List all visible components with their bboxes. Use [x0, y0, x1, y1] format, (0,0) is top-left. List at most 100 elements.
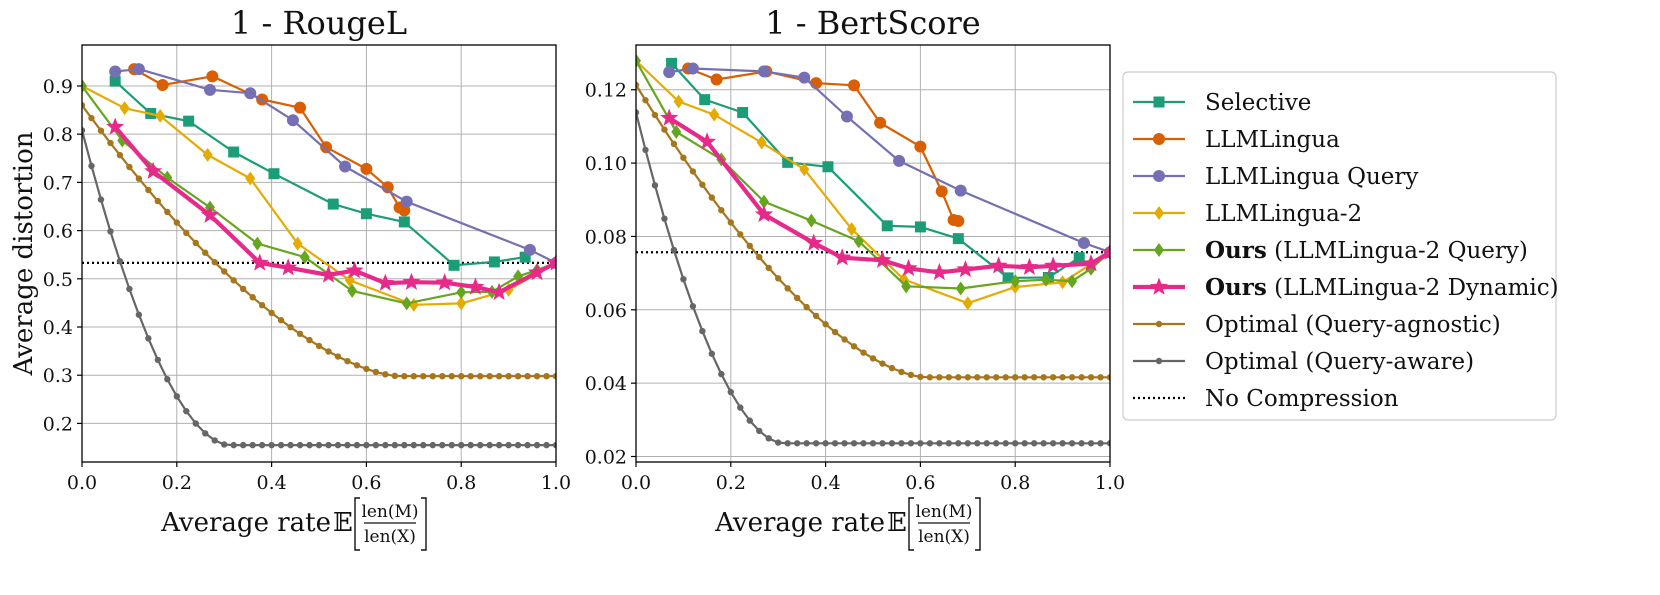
data-point	[784, 440, 791, 447]
data-point	[334, 441, 342, 449]
data-point	[456, 285, 467, 300]
data-point	[420, 441, 427, 449]
data-point	[315, 342, 323, 350]
x-tick-label: 0.6	[351, 472, 381, 494]
left-bracket	[908, 497, 914, 551]
data-point	[126, 285, 133, 293]
data-point	[651, 111, 659, 119]
data-point	[718, 370, 725, 378]
data-point	[439, 441, 446, 449]
data-point	[737, 404, 744, 411]
x-tick-label: 0.0	[621, 472, 651, 494]
legend-label-text: Optimal (Query-agnostic)	[1205, 312, 1501, 338]
legend-swatch-marker	[1153, 170, 1165, 182]
x-tick-label: 0.4	[810, 472, 840, 494]
data-point	[476, 441, 484, 449]
legend-label: Ours (LLMLingua-2 Dynamic)	[1205, 274, 1559, 301]
data-point	[952, 215, 965, 228]
x-tick-label: 0.4	[256, 472, 286, 494]
data-point	[1078, 440, 1085, 447]
data-point	[642, 146, 649, 154]
data-point	[804, 233, 823, 251]
data-point	[1101, 242, 1110, 260]
data-point	[850, 440, 858, 447]
data-point	[200, 205, 219, 223]
data-point	[803, 303, 810, 311]
data-point	[88, 162, 95, 170]
legend-item-ours-query: Ours (LLMLingua-2 Query)	[1133, 237, 1528, 264]
x-axis-label-prefix: Average rate	[160, 508, 331, 538]
data-point	[1087, 374, 1095, 381]
data-point	[286, 114, 299, 127]
data-point	[831, 328, 839, 336]
data-point	[708, 350, 716, 357]
data-point	[873, 250, 892, 268]
data-point	[192, 420, 199, 427]
legend-item-optimal-agnostic: Optimal (Query-agnostic)	[1133, 312, 1501, 338]
data-point	[718, 207, 725, 214]
x-axis-label: Average rate 𝔼 len(M) len(X)	[714, 497, 981, 551]
legend-label-text: Selective	[1205, 90, 1311, 116]
data-point	[523, 243, 536, 256]
data-point	[183, 407, 190, 415]
data-point	[353, 441, 361, 449]
data-point	[277, 317, 285, 324]
data-point	[651, 182, 659, 189]
data-point	[1077, 237, 1090, 250]
axes-frame	[635, 44, 1111, 463]
data-point	[319, 265, 338, 283]
x-axis-label-numerator: len(M)	[915, 502, 972, 522]
data-point	[292, 236, 303, 251]
data-point	[1097, 440, 1104, 447]
data-point	[699, 94, 711, 106]
data-point	[881, 220, 893, 232]
series-line	[82, 104, 556, 378]
y-tick-label: 0.7	[43, 172, 73, 194]
data-point	[109, 65, 122, 78]
data-point	[252, 236, 263, 251]
data-point	[1002, 272, 1014, 284]
data-point	[490, 282, 509, 300]
data-point	[552, 441, 556, 449]
left-bracket	[354, 497, 360, 551]
data-point	[258, 302, 266, 309]
data-point	[82, 102, 86, 109]
data-point	[874, 116, 887, 129]
data-point	[97, 127, 105, 134]
data-point	[737, 106, 749, 118]
data-point	[850, 343, 858, 350]
data-point	[1040, 374, 1047, 381]
y-tick-label: 0.08	[585, 226, 627, 248]
data-point	[1097, 374, 1104, 381]
data-point	[239, 285, 247, 293]
data-point	[955, 374, 962, 381]
data-point	[429, 441, 436, 449]
data-point	[1087, 440, 1095, 447]
y-tick-label: 0.6	[43, 221, 73, 243]
data-point	[268, 168, 280, 180]
data-point	[710, 73, 723, 86]
data-point	[775, 275, 782, 282]
data-point	[663, 66, 676, 79]
data-point	[495, 441, 503, 449]
data-point	[183, 229, 190, 237]
data-point	[372, 368, 380, 376]
data-point	[661, 126, 668, 133]
data-point	[1106, 440, 1110, 447]
legend-label-text: No Compression	[1205, 386, 1399, 412]
data-point	[97, 196, 105, 203]
data-point	[708, 194, 716, 201]
data-point	[345, 261, 364, 279]
data-point	[869, 355, 877, 362]
data-point	[914, 221, 926, 233]
data-point	[1067, 274, 1078, 289]
data-point	[228, 146, 240, 158]
data-point	[1021, 440, 1028, 447]
data-point	[689, 303, 697, 310]
data-point	[822, 440, 829, 447]
series-optimal-aware	[82, 127, 556, 449]
data-point	[244, 87, 257, 100]
legend-swatch-marker	[1154, 243, 1164, 257]
data-point	[936, 440, 943, 447]
